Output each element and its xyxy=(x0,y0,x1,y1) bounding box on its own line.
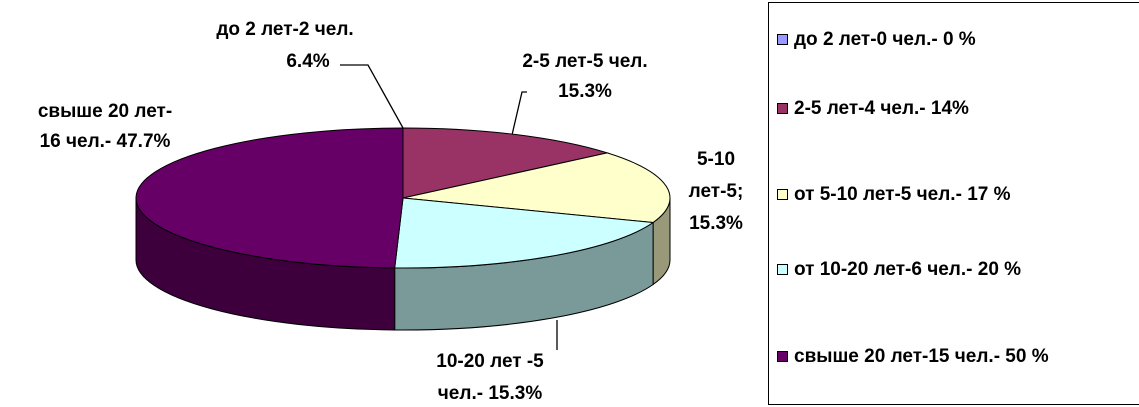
data-label: 10-20 лет -5 xyxy=(436,351,544,372)
legend-swatch xyxy=(777,103,788,114)
legend-label: до 2 лет-0 чел.- 0 % xyxy=(794,29,976,50)
legend-entry: от 5-10 лет-5 чел.- 17 % xyxy=(777,180,1139,210)
data-label: 2-5 лет-5 чел. xyxy=(522,51,647,72)
legend-entry: до 2 лет-0 чел.- 0 % xyxy=(777,25,1139,55)
slice xyxy=(402,152,671,224)
data-label: 5-10 xyxy=(697,149,735,170)
data-label: лет-5; xyxy=(689,181,744,202)
legend-entry: от 10-20 лет-6 чел.- 20 % xyxy=(777,255,1139,285)
legend-entry: 2-5 лет-4 чел.- 14% xyxy=(777,94,1139,124)
legend-swatch xyxy=(777,351,788,362)
slice xyxy=(402,127,610,199)
data-label: чел.- 15.3% xyxy=(438,383,543,404)
legend-label: от 5-10 лет-5 чел.- 17 % xyxy=(794,184,1011,205)
slice xyxy=(135,127,404,269)
legend-label: свыше 20 лет-15 чел.- 50 % xyxy=(794,346,1049,367)
data-label: 16 чел.- 47.7% xyxy=(40,131,171,152)
data-label: свыше 20 лет- xyxy=(38,101,172,122)
legend-swatch xyxy=(777,189,788,200)
legend: до 2 лет-0 чел.- 0 % 2-5 лет-4 чел.- 14% о… xyxy=(768,2,1139,405)
slice xyxy=(394,197,655,269)
legend-label: от 10-20 лет-6 чел.- 20 % xyxy=(794,259,1022,280)
legend-swatch xyxy=(777,34,788,45)
data-label: до 2 лет-2 чел. xyxy=(216,19,353,40)
data-label: 6.4% xyxy=(286,51,329,72)
legend-label: 2-5 лет-4 чел.- 14% xyxy=(794,98,969,119)
data-label: 15.3% xyxy=(558,81,612,102)
data-label: 15.3% xyxy=(689,213,743,234)
legend-entry: свыше 20 лет-15 чел.- 50 % xyxy=(777,342,1139,372)
leader-line xyxy=(511,91,527,136)
leader-line xyxy=(340,64,404,129)
legend-swatch xyxy=(777,264,788,275)
